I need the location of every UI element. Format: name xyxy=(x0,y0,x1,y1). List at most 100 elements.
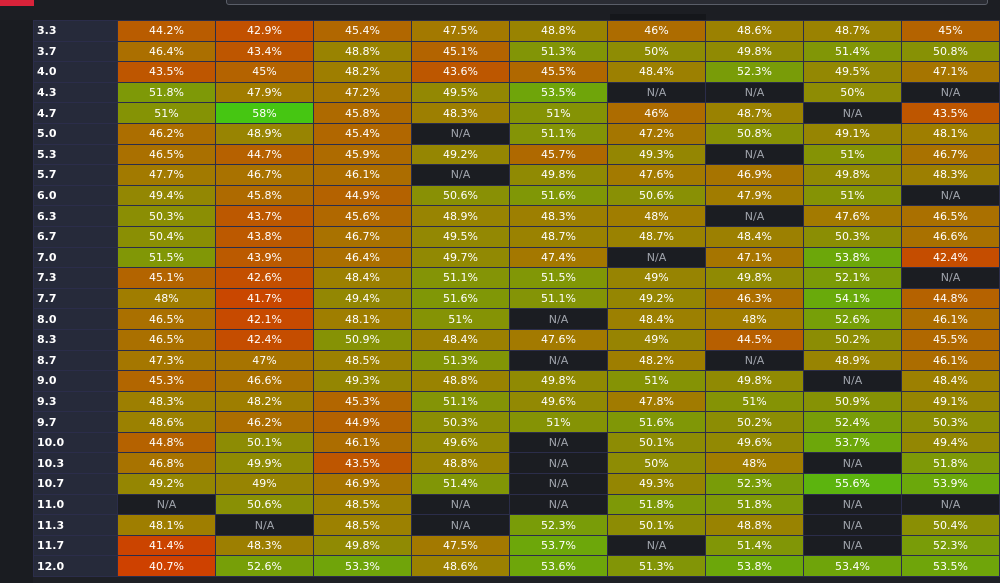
heatmap-cell[interactable]: 48.3% xyxy=(509,205,608,227)
heatmap-cell[interactable]: 42.1% xyxy=(215,308,314,330)
heatmap-cell[interactable]: 42.4% xyxy=(901,246,1000,269)
heatmap-cell[interactable]: 46.1% xyxy=(313,431,412,454)
heatmap-cell[interactable]: N/A xyxy=(705,143,804,166)
heatmap-cell[interactable]: 50.3% xyxy=(117,205,216,227)
heatmap-cell[interactable]: 51% xyxy=(509,102,608,124)
heatmap-cell[interactable]: 55.6% xyxy=(803,473,902,495)
heatmap-cell[interactable]: N/A xyxy=(803,534,902,557)
heatmap-cell[interactable]: 49.3% xyxy=(607,143,706,166)
heatmap-cell[interactable]: 51.6% xyxy=(607,411,706,433)
heatmap-cell[interactable]: 49.4% xyxy=(117,184,216,207)
heatmap-cell[interactable]: N/A xyxy=(705,81,804,104)
heatmap-cell[interactable]: 46.6% xyxy=(215,370,314,392)
heatmap-cell[interactable]: 48.8% xyxy=(705,514,804,536)
heatmap-cell[interactable]: 51.1% xyxy=(411,390,510,413)
heatmap-cell[interactable]: 47% xyxy=(215,349,314,372)
heatmap-cell[interactable]: 47.5% xyxy=(411,534,510,557)
heatmap-cell[interactable]: 50.3% xyxy=(803,225,902,248)
heatmap-cell[interactable]: 46% xyxy=(607,20,706,42)
heatmap-cell[interactable]: 46.7% xyxy=(313,225,412,248)
heatmap-cell[interactable]: 49.5% xyxy=(803,61,902,83)
heatmap-cell[interactable]: 52.6% xyxy=(803,308,902,330)
heatmap-cell[interactable]: N/A xyxy=(803,493,902,516)
heatmap-cell[interactable]: 49% xyxy=(607,267,706,289)
heatmap-cell[interactable]: 50.6% xyxy=(215,493,314,516)
heatmap-cell[interactable]: 52.3% xyxy=(705,473,804,495)
heatmap-cell[interactable]: 45.1% xyxy=(117,267,216,289)
heatmap-cell[interactable]: 43.5% xyxy=(901,102,1000,124)
heatmap-cell[interactable]: 48.3% xyxy=(901,164,1000,186)
heatmap-cell[interactable]: 50.6% xyxy=(411,184,510,207)
heatmap-cell[interactable]: 45.9% xyxy=(313,143,412,166)
heatmap-cell[interactable]: N/A xyxy=(607,246,706,269)
heatmap-cell[interactable]: 46.4% xyxy=(117,40,216,63)
heatmap-cell[interactable]: 42.6% xyxy=(215,267,314,289)
heatmap-cell[interactable]: 48.6% xyxy=(705,20,804,42)
heatmap-cell[interactable]: 50.8% xyxy=(901,40,1000,63)
heatmap-cell[interactable]: 48.7% xyxy=(607,225,706,248)
heatmap-cell[interactable]: 49.8% xyxy=(705,40,804,63)
heatmap-cell[interactable]: 48.7% xyxy=(705,102,804,124)
heatmap-cell[interactable]: 48.8% xyxy=(411,370,510,392)
heatmap-cell[interactable]: 48.1% xyxy=(901,122,1000,145)
heatmap-cell[interactable]: 49.6% xyxy=(411,431,510,454)
heatmap-cell[interactable]: 48.4% xyxy=(705,225,804,248)
heatmap-cell[interactable]: 51% xyxy=(117,102,216,124)
heatmap-cell[interactable]: 49.2% xyxy=(607,287,706,310)
heatmap-cell[interactable]: 46.1% xyxy=(901,349,1000,372)
heatmap-cell[interactable]: 53.8% xyxy=(803,246,902,269)
heatmap-cell[interactable]: 48.7% xyxy=(509,225,608,248)
heatmap-cell[interactable]: 47.6% xyxy=(803,205,902,227)
heatmap-cell[interactable]: 44.5% xyxy=(705,328,804,351)
heatmap-cell[interactable]: 53.5% xyxy=(901,555,1000,578)
heatmap-cell[interactable]: N/A xyxy=(509,349,608,372)
heatmap-cell[interactable]: 45% xyxy=(901,20,1000,42)
heatmap-cell[interactable]: 45.4% xyxy=(313,20,412,42)
heatmap-cell[interactable]: 45.3% xyxy=(117,370,216,392)
heatmap-cell[interactable]: 46.9% xyxy=(313,473,412,495)
heatmap-cell[interactable]: 48.4% xyxy=(313,267,412,289)
heatmap-cell[interactable]: 45.3% xyxy=(313,390,412,413)
heatmap-cell[interactable]: N/A xyxy=(901,267,1000,289)
heatmap-cell[interactable]: 47.9% xyxy=(215,81,314,104)
heatmap-cell[interactable]: 48.5% xyxy=(313,514,412,536)
heatmap-cell[interactable]: 46% xyxy=(607,102,706,124)
heatmap-cell[interactable]: 50.3% xyxy=(901,411,1000,433)
heatmap-cell[interactable]: N/A xyxy=(901,493,1000,516)
heatmap-cell[interactable]: 47.4% xyxy=(509,246,608,269)
heatmap-cell[interactable]: N/A xyxy=(215,514,314,536)
heatmap-cell[interactable]: 51.8% xyxy=(117,81,216,104)
heatmap-cell[interactable]: 49.6% xyxy=(705,431,804,454)
heatmap-cell[interactable]: 53.7% xyxy=(509,534,608,557)
heatmap-cell[interactable]: N/A xyxy=(803,514,902,536)
heatmap-cell[interactable]: 51.4% xyxy=(411,473,510,495)
heatmap-cell[interactable]: N/A xyxy=(509,431,608,454)
heatmap-cell[interactable]: 50.3% xyxy=(411,411,510,433)
heatmap-cell[interactable]: 52.1% xyxy=(803,267,902,289)
heatmap-cell[interactable]: 46.5% xyxy=(117,308,216,330)
heatmap-cell[interactable]: 51.8% xyxy=(705,493,804,516)
heatmap-cell[interactable]: 45.6% xyxy=(313,205,412,227)
heatmap-cell[interactable]: 50.8% xyxy=(705,122,804,145)
heatmap-cell[interactable]: 48.3% xyxy=(117,390,216,413)
heatmap-cell[interactable]: 46.6% xyxy=(901,225,1000,248)
heatmap-cell[interactable]: 41.4% xyxy=(117,534,216,557)
heatmap-cell[interactable]: 49.1% xyxy=(901,390,1000,413)
heatmap-cell[interactable]: 45.8% xyxy=(215,184,314,207)
heatmap-cell[interactable]: 49.5% xyxy=(411,81,510,104)
heatmap-cell[interactable]: 51.3% xyxy=(411,349,510,372)
heatmap-cell[interactable]: 46.8% xyxy=(117,452,216,475)
heatmap-cell[interactable]: 46.3% xyxy=(705,287,804,310)
heatmap-cell[interactable]: N/A xyxy=(509,493,608,516)
heatmap-cell[interactable]: 47.8% xyxy=(607,390,706,413)
heatmap-cell[interactable]: 50.4% xyxy=(117,225,216,248)
heatmap-cell[interactable]: 46.9% xyxy=(705,164,804,186)
heatmap-cell[interactable]: 46.2% xyxy=(215,411,314,433)
heatmap-cell[interactable]: 53.8% xyxy=(705,555,804,578)
heatmap-cell[interactable]: 49.8% xyxy=(705,267,804,289)
heatmap-cell[interactable]: 49.2% xyxy=(117,473,216,495)
heatmap-cell[interactable]: 45.5% xyxy=(509,61,608,83)
heatmap-cell[interactable]: 42.4% xyxy=(215,328,314,351)
heatmap-cell[interactable]: 43.7% xyxy=(215,205,314,227)
heatmap-cell[interactable]: N/A xyxy=(509,473,608,495)
